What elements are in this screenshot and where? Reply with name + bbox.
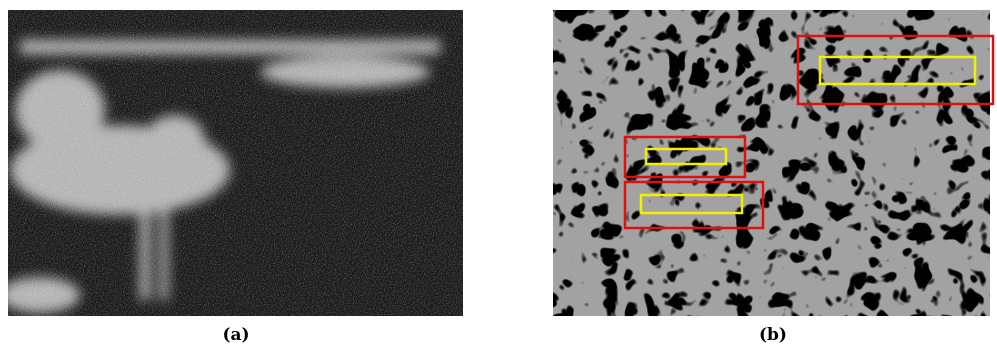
page: {"figure": {"panels": [{"caption": "(a)"… — [0, 0, 997, 351]
caption: (a) — [222, 325, 249, 345]
caption: (b) — [759, 325, 787, 345]
sar-image — [0, 10, 463, 316]
figure: (a) (b) — [0, 0, 997, 351]
